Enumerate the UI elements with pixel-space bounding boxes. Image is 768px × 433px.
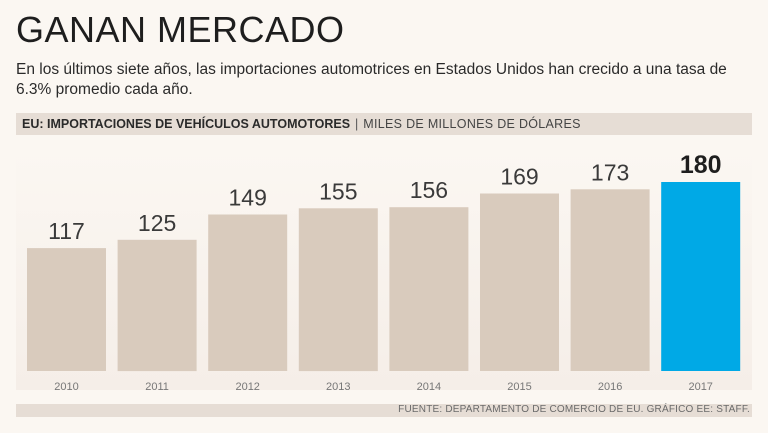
value-label-2010: 117 bbox=[48, 218, 85, 244]
bar-2014 bbox=[389, 207, 469, 371]
bar-2012 bbox=[208, 214, 288, 371]
x-tick-2015: 2015 bbox=[507, 381, 531, 393]
chart-subtitle: En los últimos siete años, las importaci… bbox=[16, 61, 727, 98]
chart-header-bar: EU: IMPORTACIONES DE VEHÍCULOS AUTOMOTOR… bbox=[16, 113, 752, 135]
x-tick-2011: 2011 bbox=[145, 381, 169, 393]
x-tick-2014: 2014 bbox=[417, 381, 441, 393]
value-label-2017: 180 bbox=[680, 151, 722, 179]
x-tick-2010: 2010 bbox=[54, 381, 78, 393]
value-label-2012: 149 bbox=[229, 185, 267, 211]
header-unit: MILES DE MILLONES DE DÓLARES bbox=[363, 117, 581, 131]
value-label-2011: 125 bbox=[138, 210, 176, 236]
source-note: FUENTE: DEPARTAMENTO DE COMERCIO DE EU. … bbox=[398, 404, 750, 415]
x-tick-2016: 2016 bbox=[598, 381, 622, 393]
bar-2010 bbox=[27, 248, 106, 371]
x-tick-2012: 2012 bbox=[235, 381, 259, 393]
bar-2011 bbox=[117, 239, 197, 372]
x-tick-2017: 2017 bbox=[688, 381, 712, 393]
footer-bar bbox=[16, 404, 752, 417]
value-label-2016: 173 bbox=[591, 159, 629, 185]
bar-2013 bbox=[298, 208, 378, 372]
header-separator: | bbox=[355, 117, 359, 131]
bar-2016 bbox=[570, 189, 650, 371]
value-label-2013: 155 bbox=[319, 178, 357, 204]
bar-2017 bbox=[661, 182, 741, 371]
chart-title: GANAN MERCADO bbox=[16, 9, 345, 50]
header-title: EU: IMPORTACIONES DE VEHÍCULOS AUTOMOTOR… bbox=[22, 117, 351, 131]
value-label-2014: 156 bbox=[410, 177, 448, 203]
value-label-2015: 169 bbox=[500, 164, 538, 190]
bar-2015 bbox=[480, 193, 559, 371]
x-tick-2013: 2013 bbox=[326, 381, 350, 393]
